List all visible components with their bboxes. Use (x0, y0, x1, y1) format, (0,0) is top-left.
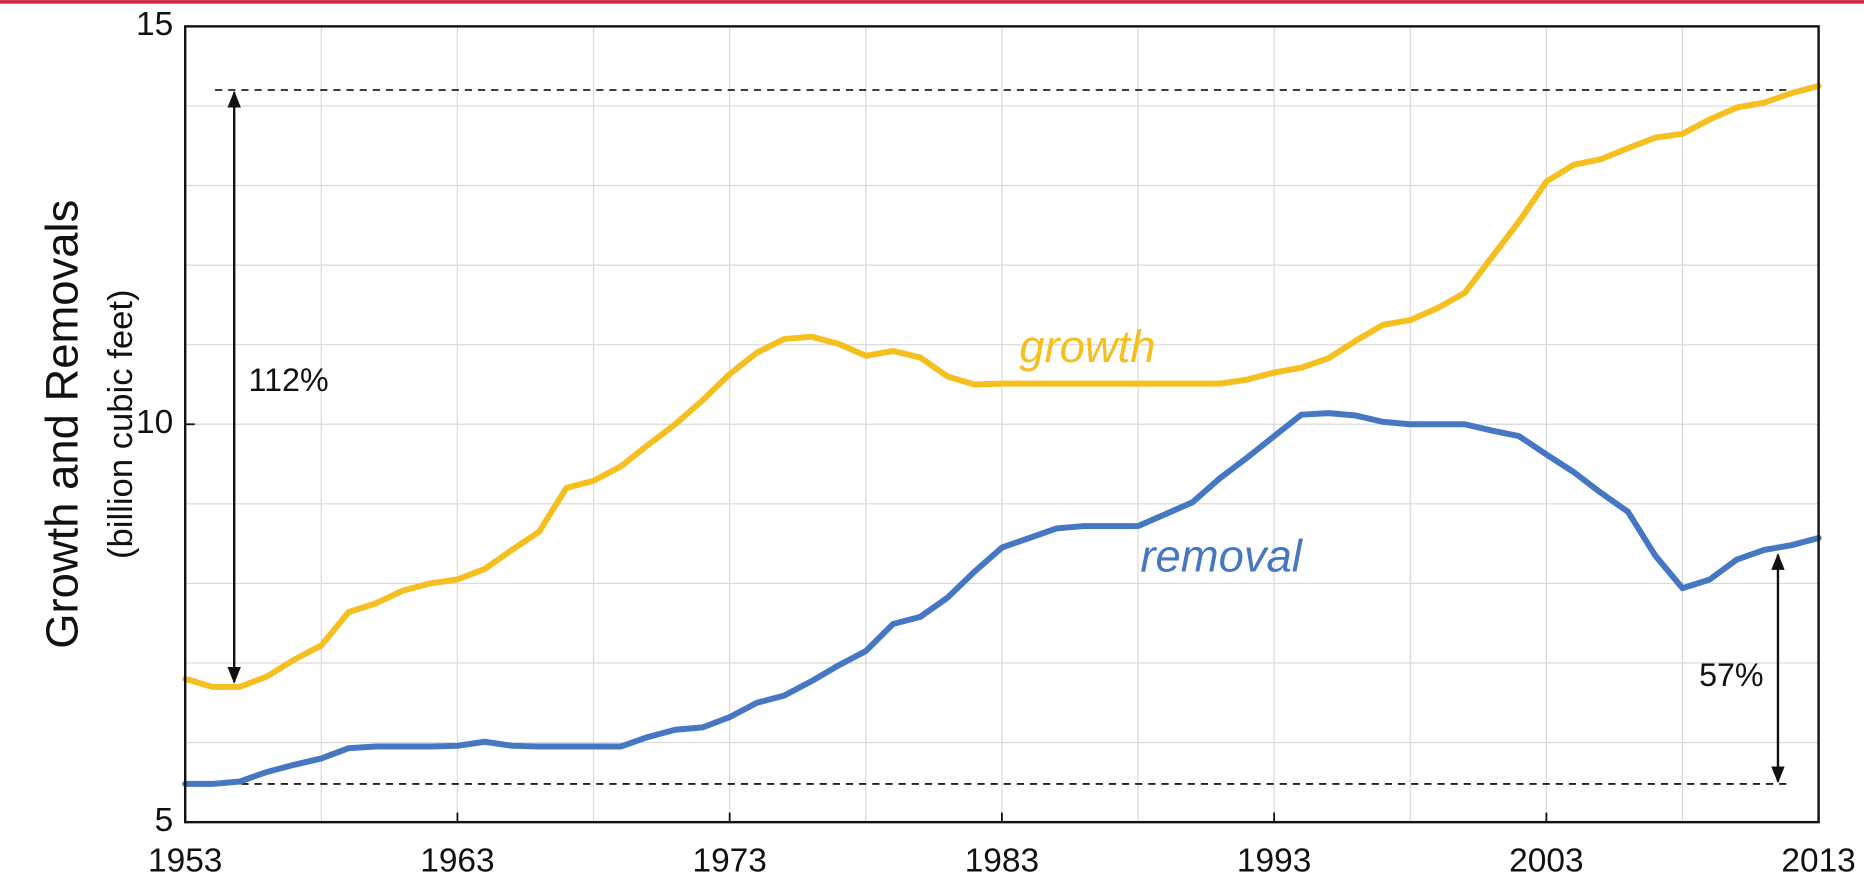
annotation-label: 112% (249, 362, 329, 398)
series-line (182, 410, 1822, 787)
series-label: growth (1019, 321, 1155, 372)
x-tick-label: 1953 (148, 843, 222, 876)
x-tick-label: 2003 (1509, 843, 1583, 876)
series-label: removal (1140, 530, 1303, 581)
annotation-label: 57% (1699, 657, 1764, 693)
series-line (182, 83, 1822, 690)
y-axis-label: Growth and Removals (37, 200, 88, 649)
top-bar (0, 0, 1864, 4)
y-axis-units: (billion cubic feet) (102, 289, 140, 559)
x-tick-label: 2013 (1781, 843, 1855, 876)
y-tick-label: 10 (136, 404, 173, 441)
plot-frame (184, 25, 1820, 824)
x-tick-label: 1993 (1237, 843, 1311, 876)
x-tick-label: 1983 (965, 843, 1039, 876)
x-tick-label: 1973 (692, 843, 766, 876)
x-tick-label: 1963 (420, 843, 494, 876)
y-tick-label: 5 (155, 802, 174, 839)
y-tick-label: 15 (136, 6, 173, 43)
